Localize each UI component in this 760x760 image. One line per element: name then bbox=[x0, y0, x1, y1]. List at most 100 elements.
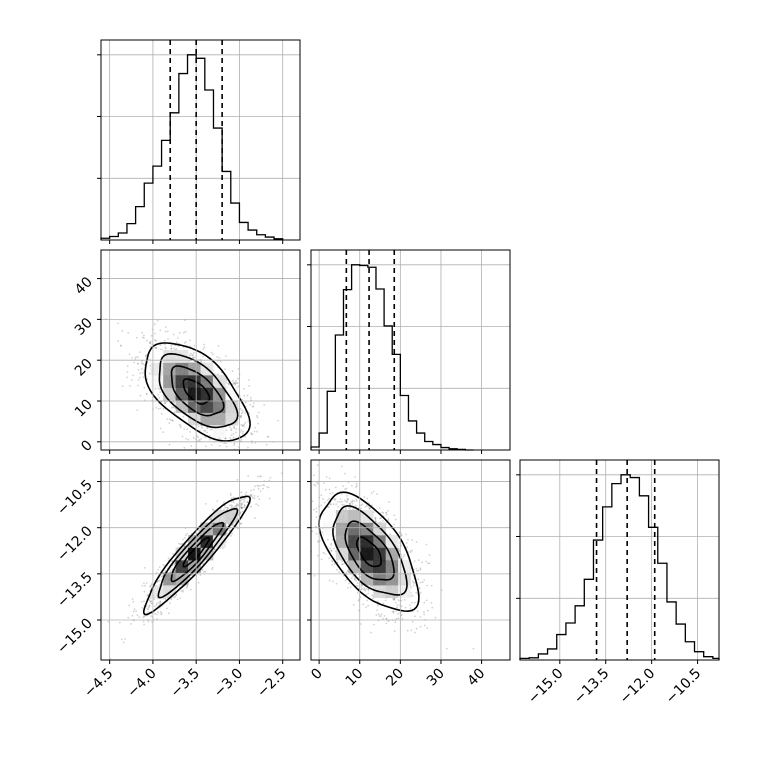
scatter-point bbox=[356, 484, 358, 487]
scatter-point bbox=[370, 631, 372, 634]
scatter-point bbox=[155, 603, 158, 606]
scatter-point bbox=[382, 512, 385, 514]
scatter-point bbox=[411, 594, 414, 597]
scatter-point bbox=[171, 420, 174, 422]
scatter-point bbox=[164, 330, 167, 333]
scatter-point bbox=[363, 587, 366, 590]
scatter-point bbox=[131, 614, 134, 617]
scatter-point bbox=[211, 568, 214, 571]
scatter-point bbox=[339, 498, 342, 500]
scatter-point bbox=[406, 629, 409, 632]
scatter-point bbox=[236, 503, 238, 505]
scatter-point bbox=[415, 591, 418, 594]
scatter-point bbox=[418, 588, 421, 590]
scatter-point bbox=[163, 402, 166, 405]
scatter-point bbox=[219, 360, 222, 363]
scatter-point bbox=[313, 474, 315, 477]
scatter-point bbox=[179, 426, 182, 429]
scatter-point bbox=[405, 542, 408, 544]
scatter-point bbox=[244, 401, 247, 404]
y-tick-label: 0 bbox=[78, 437, 96, 455]
scatter-point bbox=[240, 506, 243, 509]
scatter-point bbox=[165, 326, 167, 328]
scatter-point bbox=[225, 429, 228, 432]
scatter-point bbox=[159, 407, 162, 410]
scatter-point bbox=[374, 518, 377, 520]
scatter-point bbox=[346, 497, 349, 500]
scatter-point bbox=[257, 422, 259, 425]
scatter-point bbox=[231, 524, 233, 527]
density-cell bbox=[225, 510, 239, 523]
scatter-point bbox=[142, 616, 145, 619]
scatter-point bbox=[255, 503, 258, 506]
scatter-point bbox=[182, 589, 184, 592]
scatter-point bbox=[189, 431, 191, 433]
scatter-point bbox=[364, 589, 367, 592]
scatter-point bbox=[154, 332, 156, 335]
scatter-point bbox=[242, 424, 244, 427]
scatter-point bbox=[410, 629, 413, 632]
contour-line bbox=[182, 378, 211, 405]
scatter-point bbox=[241, 411, 244, 414]
scatter-point bbox=[267, 435, 270, 438]
scatter-point bbox=[336, 501, 339, 503]
scatter-point bbox=[173, 563, 176, 565]
scatter-point bbox=[170, 566, 172, 569]
scatter-point bbox=[427, 562, 429, 565]
scatter-point bbox=[240, 429, 243, 432]
scatter-point bbox=[193, 356, 196, 359]
scatter-point bbox=[367, 588, 370, 590]
scatter-point bbox=[408, 604, 411, 606]
scatter-point bbox=[257, 475, 259, 478]
scatter-point bbox=[192, 436, 195, 439]
scatter-point bbox=[166, 607, 168, 610]
scatter-point bbox=[341, 560, 344, 563]
scatter-point bbox=[328, 497, 330, 500]
density-cell bbox=[163, 350, 176, 363]
scatter-point bbox=[335, 503, 338, 506]
scatter-point bbox=[360, 623, 362, 625]
scatter-point bbox=[393, 598, 396, 600]
scatter-point bbox=[239, 499, 242, 501]
scatter-point bbox=[430, 584, 433, 587]
scatter-panel-0 bbox=[104, 318, 279, 458]
scatter-point bbox=[251, 433, 254, 436]
scatter-point bbox=[378, 615, 381, 617]
density-cell bbox=[200, 387, 214, 401]
scatter-point bbox=[243, 506, 246, 509]
scatter-point bbox=[173, 347, 175, 350]
scatter-point bbox=[349, 503, 351, 505]
scatter-point bbox=[382, 617, 384, 620]
scatter-point bbox=[164, 346, 167, 349]
scatter-point bbox=[240, 506, 243, 508]
scatter-point bbox=[334, 498, 337, 500]
scatter-point bbox=[340, 465, 343, 468]
scatter-point bbox=[191, 354, 194, 357]
histogram-step-0 bbox=[100, 54, 284, 240]
scatter-point bbox=[394, 601, 397, 604]
x-tick-label: −13.5 bbox=[571, 666, 613, 708]
scatter-point bbox=[428, 562, 431, 565]
scatter-point bbox=[144, 354, 147, 357]
scatter-point bbox=[210, 428, 212, 431]
contour-line bbox=[170, 521, 225, 583]
scatter-point bbox=[155, 347, 158, 349]
scatter-point bbox=[384, 599, 387, 602]
scatter-point bbox=[387, 620, 390, 622]
scatter-point bbox=[375, 520, 377, 523]
scatter-point bbox=[393, 598, 396, 601]
scatter-point bbox=[329, 503, 332, 506]
scatter-point bbox=[301, 525, 303, 527]
histogram-step-2 bbox=[519, 474, 720, 660]
scatter-point bbox=[140, 362, 143, 365]
scatter-point bbox=[173, 411, 176, 414]
scatter-point bbox=[241, 510, 244, 513]
y-tick-label: −10.5 bbox=[54, 477, 96, 519]
scatter-point bbox=[411, 549, 414, 552]
scatter-point bbox=[378, 507, 381, 509]
scatter-point bbox=[371, 594, 374, 597]
scatter-point bbox=[397, 599, 400, 601]
scatter-point bbox=[128, 353, 131, 356]
scatter-point bbox=[224, 456, 226, 458]
scatter-point bbox=[263, 403, 266, 406]
